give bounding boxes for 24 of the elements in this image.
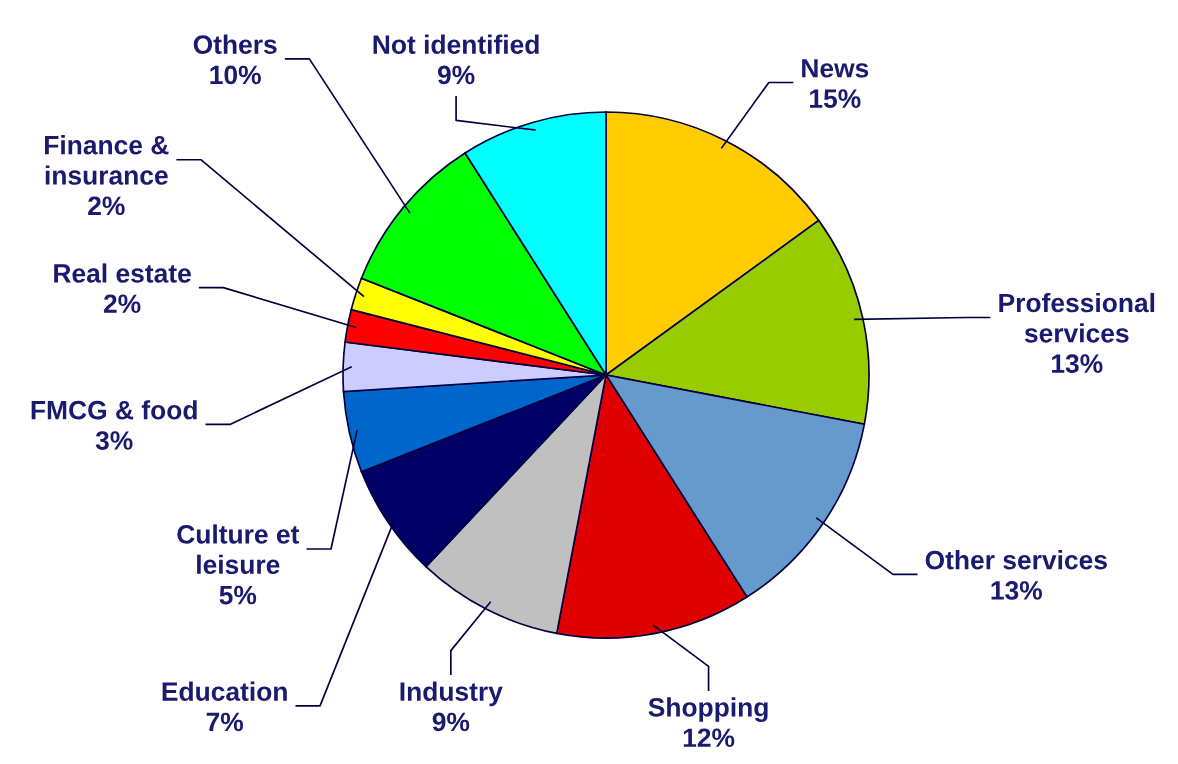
slice-label: Shopping [648,697,768,722]
slice-label: Other services [925,550,1107,570]
data-label: 12% [683,728,735,748]
slice-label: Professional services [999,292,1155,343]
slice-label: Not identified [373,34,539,54]
data-label: 15% [810,89,861,108]
data-label: 7% [206,712,244,732]
slice-label: Others [193,34,277,54]
slice-label: Industry [400,681,503,707]
data-label: 5% [219,585,257,605]
data-label: 3% [95,431,133,450]
data-label: 9% [437,65,475,85]
data-label: 2% [88,196,125,216]
data-label: 13% [991,581,1042,600]
slice-label: Finance & insurance [45,135,169,185]
slice-label: Education [162,681,287,701]
data-label: 13% [1052,354,1103,374]
slice-label: Culture et leisure [177,524,300,575]
slice-label: News [802,59,869,78]
data-label: 2% [103,294,141,314]
slice-label: Real estate [54,263,191,283]
data-label: 9% [432,712,470,732]
data-label: 10% [210,65,261,85]
slice-label: FMCG & food [31,400,197,420]
